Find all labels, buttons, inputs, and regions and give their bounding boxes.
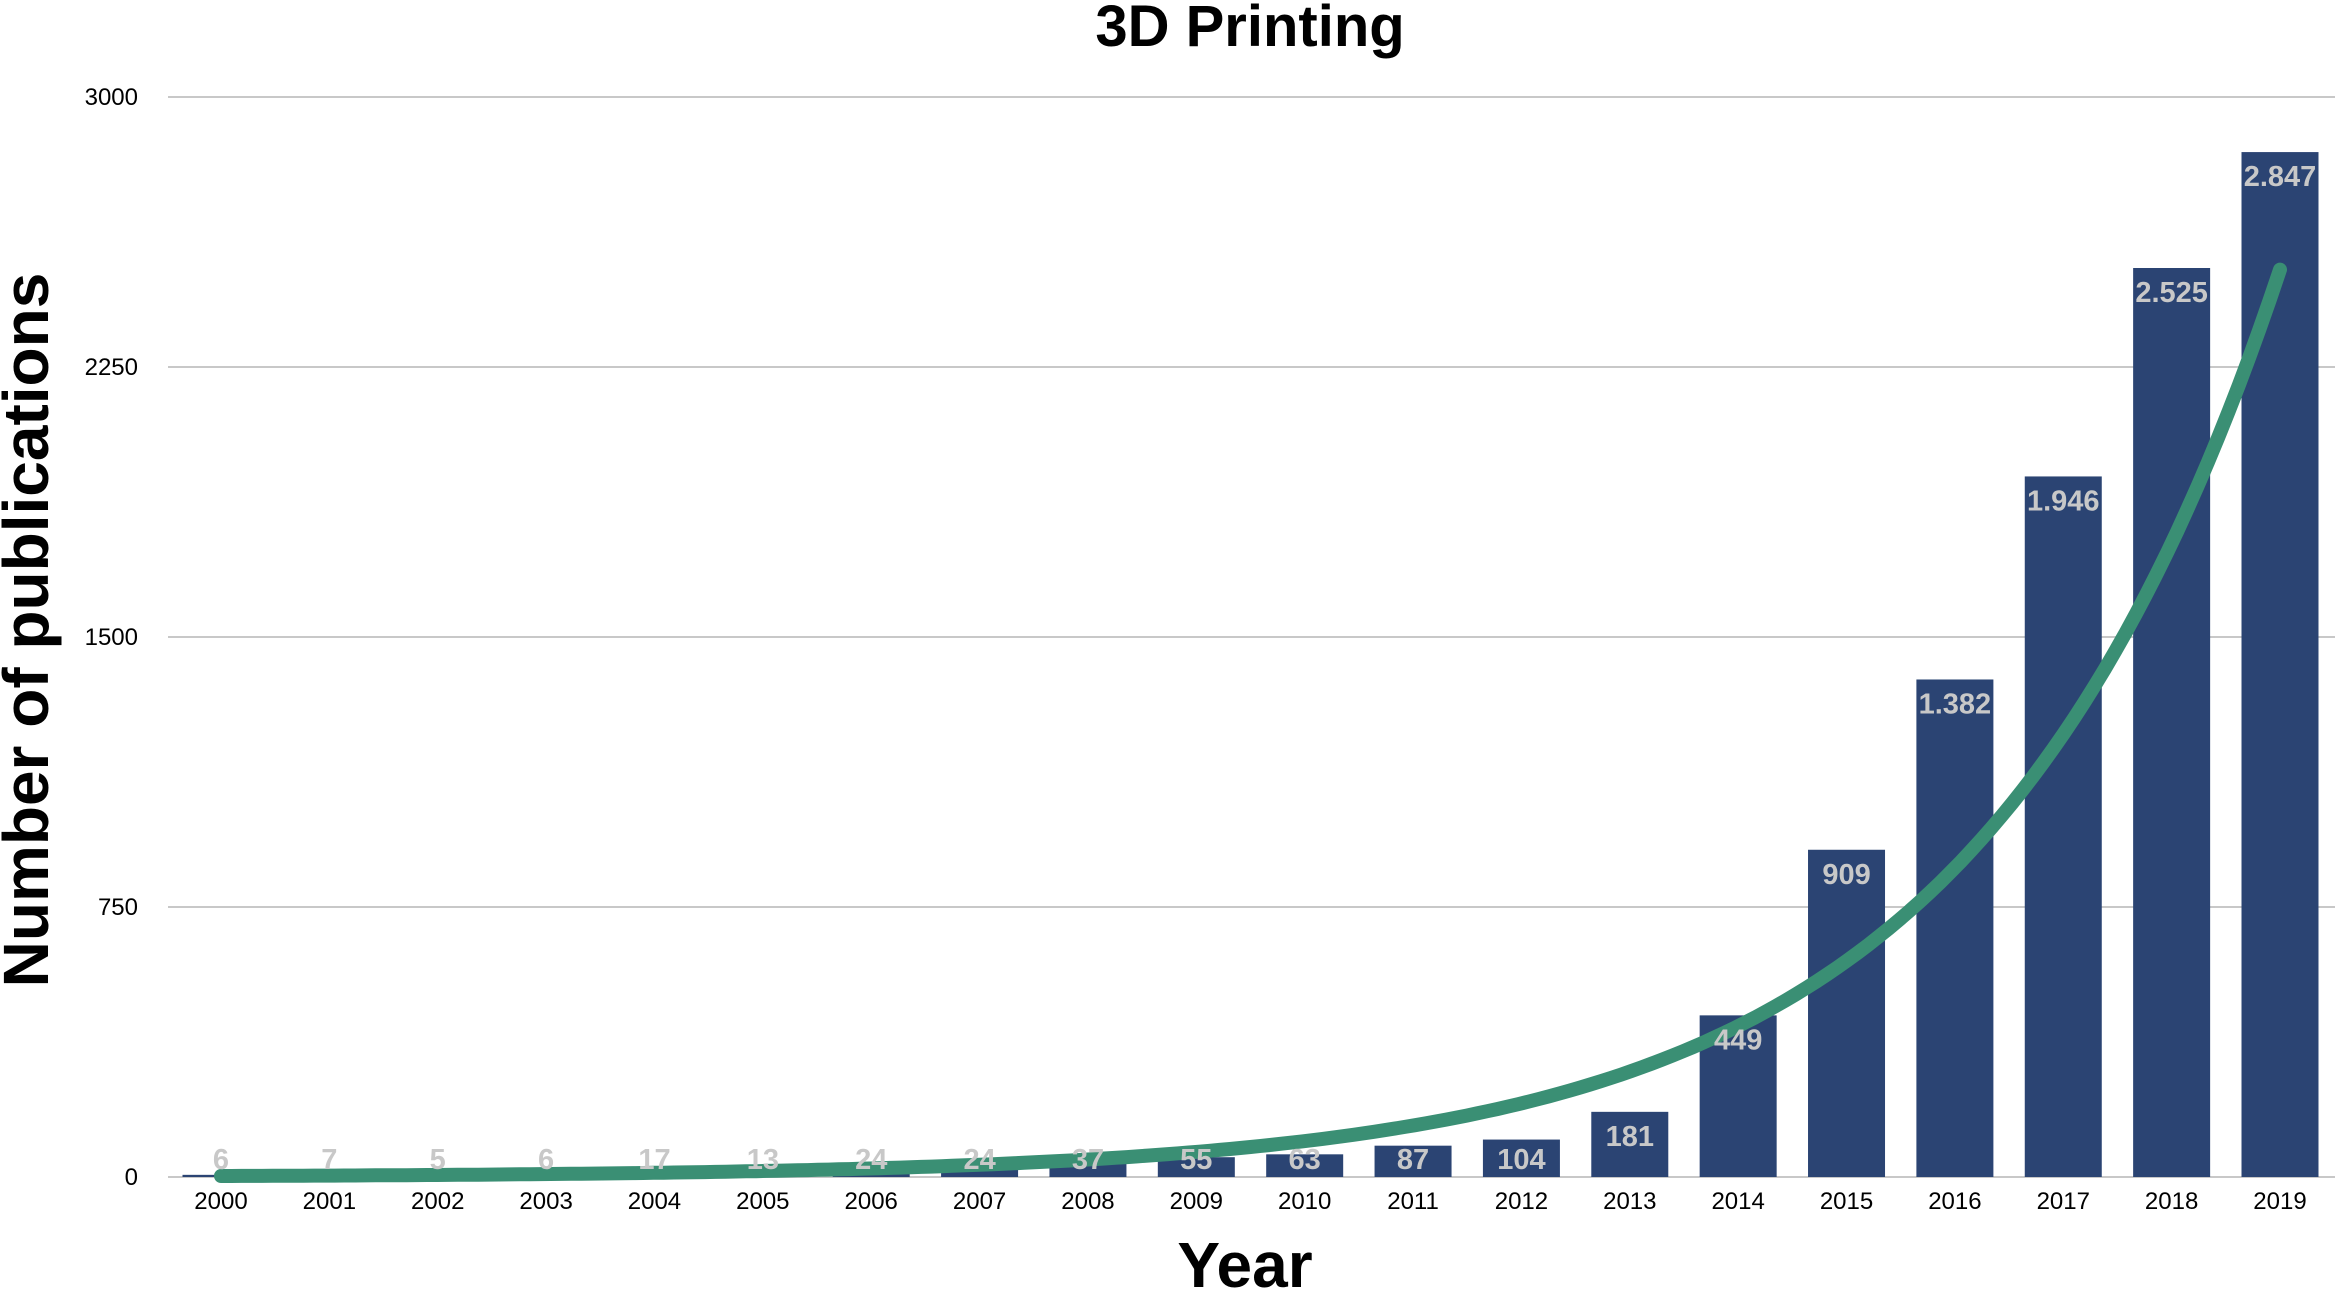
bar: [1916, 679, 1994, 1177]
bar: [1374, 1145, 1452, 1177]
data-label: 1.946: [2027, 485, 2100, 517]
x-tick-label: 2007: [953, 1188, 1006, 1215]
data-label: 1.382: [1919, 688, 1992, 720]
x-tick-label: 2014: [1711, 1188, 1764, 1215]
data-label: 87: [1397, 1144, 1429, 1176]
x-tick-label: 2009: [1170, 1188, 1223, 1215]
x-tick-label: 2001: [303, 1188, 356, 1215]
data-label: 104: [1497, 1144, 1545, 1176]
x-tick-label: 2010: [1278, 1188, 1331, 1215]
trendline-layer: [214, 262, 2287, 1183]
x-tick-label: 2000: [194, 1188, 247, 1215]
x-tick-label: 2003: [519, 1188, 572, 1215]
bar: [1266, 1154, 1344, 1177]
y-tick-label: 2250: [85, 354, 138, 381]
data-label: 55: [1180, 1144, 1212, 1176]
data-label: 63: [1289, 1144, 1321, 1176]
data-label: 24: [963, 1144, 995, 1176]
x-tick-label: 2016: [1928, 1188, 1981, 1215]
data-label: 2.525: [2135, 277, 2208, 309]
x-axis-label: Year: [1177, 1229, 1312, 1292]
bar: [1591, 1111, 1669, 1177]
bar: [2133, 268, 2211, 1177]
x-axis-ticks: 2000 2001 2002 2003 2004 2005 2006 2007 2008 2009…: [194, 1188, 2306, 1215]
x-tick-label: 2015: [1820, 1188, 1873, 1215]
y-tick-label: 1500: [85, 624, 138, 651]
x-tick-label: 2018: [2145, 1188, 2198, 1215]
bar: [2241, 152, 2319, 1178]
data-label: 6: [213, 1144, 229, 1176]
gridlines: [168, 96, 2335, 1178]
x-tick-label: 2005: [736, 1188, 789, 1215]
data-label: 181: [1606, 1121, 1654, 1153]
bar: [1157, 1157, 1235, 1177]
data-label: 13: [747, 1144, 779, 1176]
x-tick-label: 2006: [845, 1188, 898, 1215]
bar: [2024, 476, 2102, 1177]
data-label: 37: [1072, 1144, 1104, 1176]
y-tick-label: 0: [125, 1164, 138, 1191]
data-label: 17: [638, 1144, 670, 1176]
x-tick-label: 2013: [1603, 1188, 1656, 1215]
trendline: [214, 262, 2287, 1183]
x-tick-label: 2012: [1495, 1188, 1548, 1215]
data-label: 7: [321, 1144, 337, 1176]
data-label: 6: [538, 1144, 554, 1176]
x-tick-label: 2011: [1387, 1188, 1439, 1215]
x-tick-label: 2008: [1061, 1188, 1114, 1215]
data-labels: 6 7 5 6 17 13 24 24 37 55 63 87 104 181 449 909 1.382 1.9…: [213, 161, 2316, 1176]
y-axis-label: Number of publications: [0, 273, 62, 988]
x-tick-label: 2017: [2037, 1188, 2090, 1215]
x-tick-label: 2019: [2253, 1188, 2306, 1215]
bar: [1808, 849, 1886, 1177]
bar: [1482, 1139, 1560, 1177]
data-label: 449: [1714, 1024, 1762, 1056]
y-tick-label: 750: [98, 894, 138, 921]
data-label: 5: [430, 1144, 446, 1176]
data-label: 909: [1822, 859, 1870, 891]
x-tick-label: 2004: [628, 1188, 681, 1215]
y-tick-label: 3000: [85, 84, 138, 111]
bars: [182, 152, 2319, 1178]
data-label: 2.847: [2244, 161, 2317, 193]
y-axis-ticks: 0 750 1500 2250 3000: [85, 84, 138, 1191]
data-label: 24: [855, 1144, 887, 1176]
chart-title: 3D Printing: [1095, 0, 1404, 59]
x-tick-label: 2002: [411, 1188, 464, 1215]
bar: [941, 1168, 1019, 1177]
